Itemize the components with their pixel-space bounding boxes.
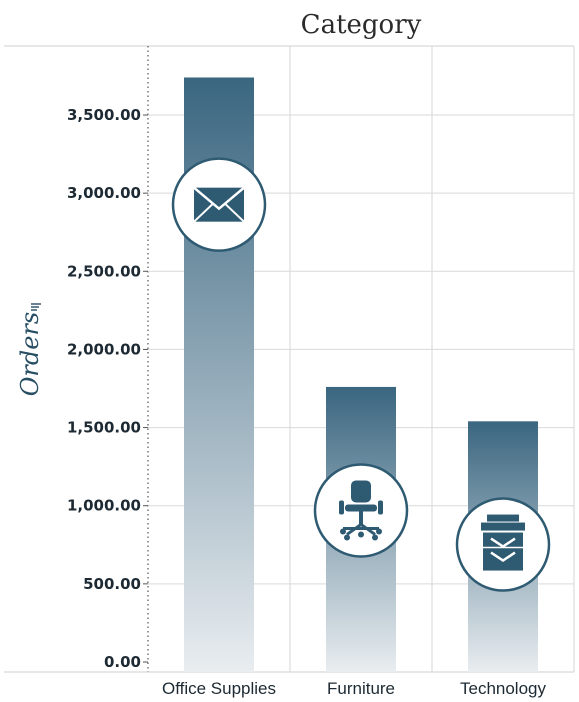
office-chair-icon [313,463,409,558]
y-tick-label: 0.00 [104,653,141,671]
y-tick-label: 1,000.00 [67,497,141,515]
x-axis-categories: Office Supplies Furniture Technology [162,679,547,698]
y-tick-label: 500.00 [83,575,141,593]
x-tick-label: Office Supplies [162,679,276,698]
y-axis-label: Orders [16,303,44,397]
y-axis-title: Orders [16,312,44,397]
category-icons [171,157,551,592]
y-tick-label: 3,500.00 [67,106,141,124]
copier-icon [455,497,551,592]
y-tick-label: 2,000.00 [67,340,141,358]
y-tick-label: 1,500.00 [67,419,141,437]
chart-title: Category [301,10,422,40]
x-tick-label: Technology [460,679,547,698]
y-axis-ticks: 0.00 500.00 1,000.00 1,500.00 2,000.00 2,500.… [67,106,148,671]
x-tick-label: Furniture [327,679,395,698]
envelope-icon [171,157,267,252]
sort-icon[interactable] [31,303,41,311]
y-tick-label: 2,500.00 [67,262,141,280]
y-tick-label: 3,000.00 [67,184,141,202]
